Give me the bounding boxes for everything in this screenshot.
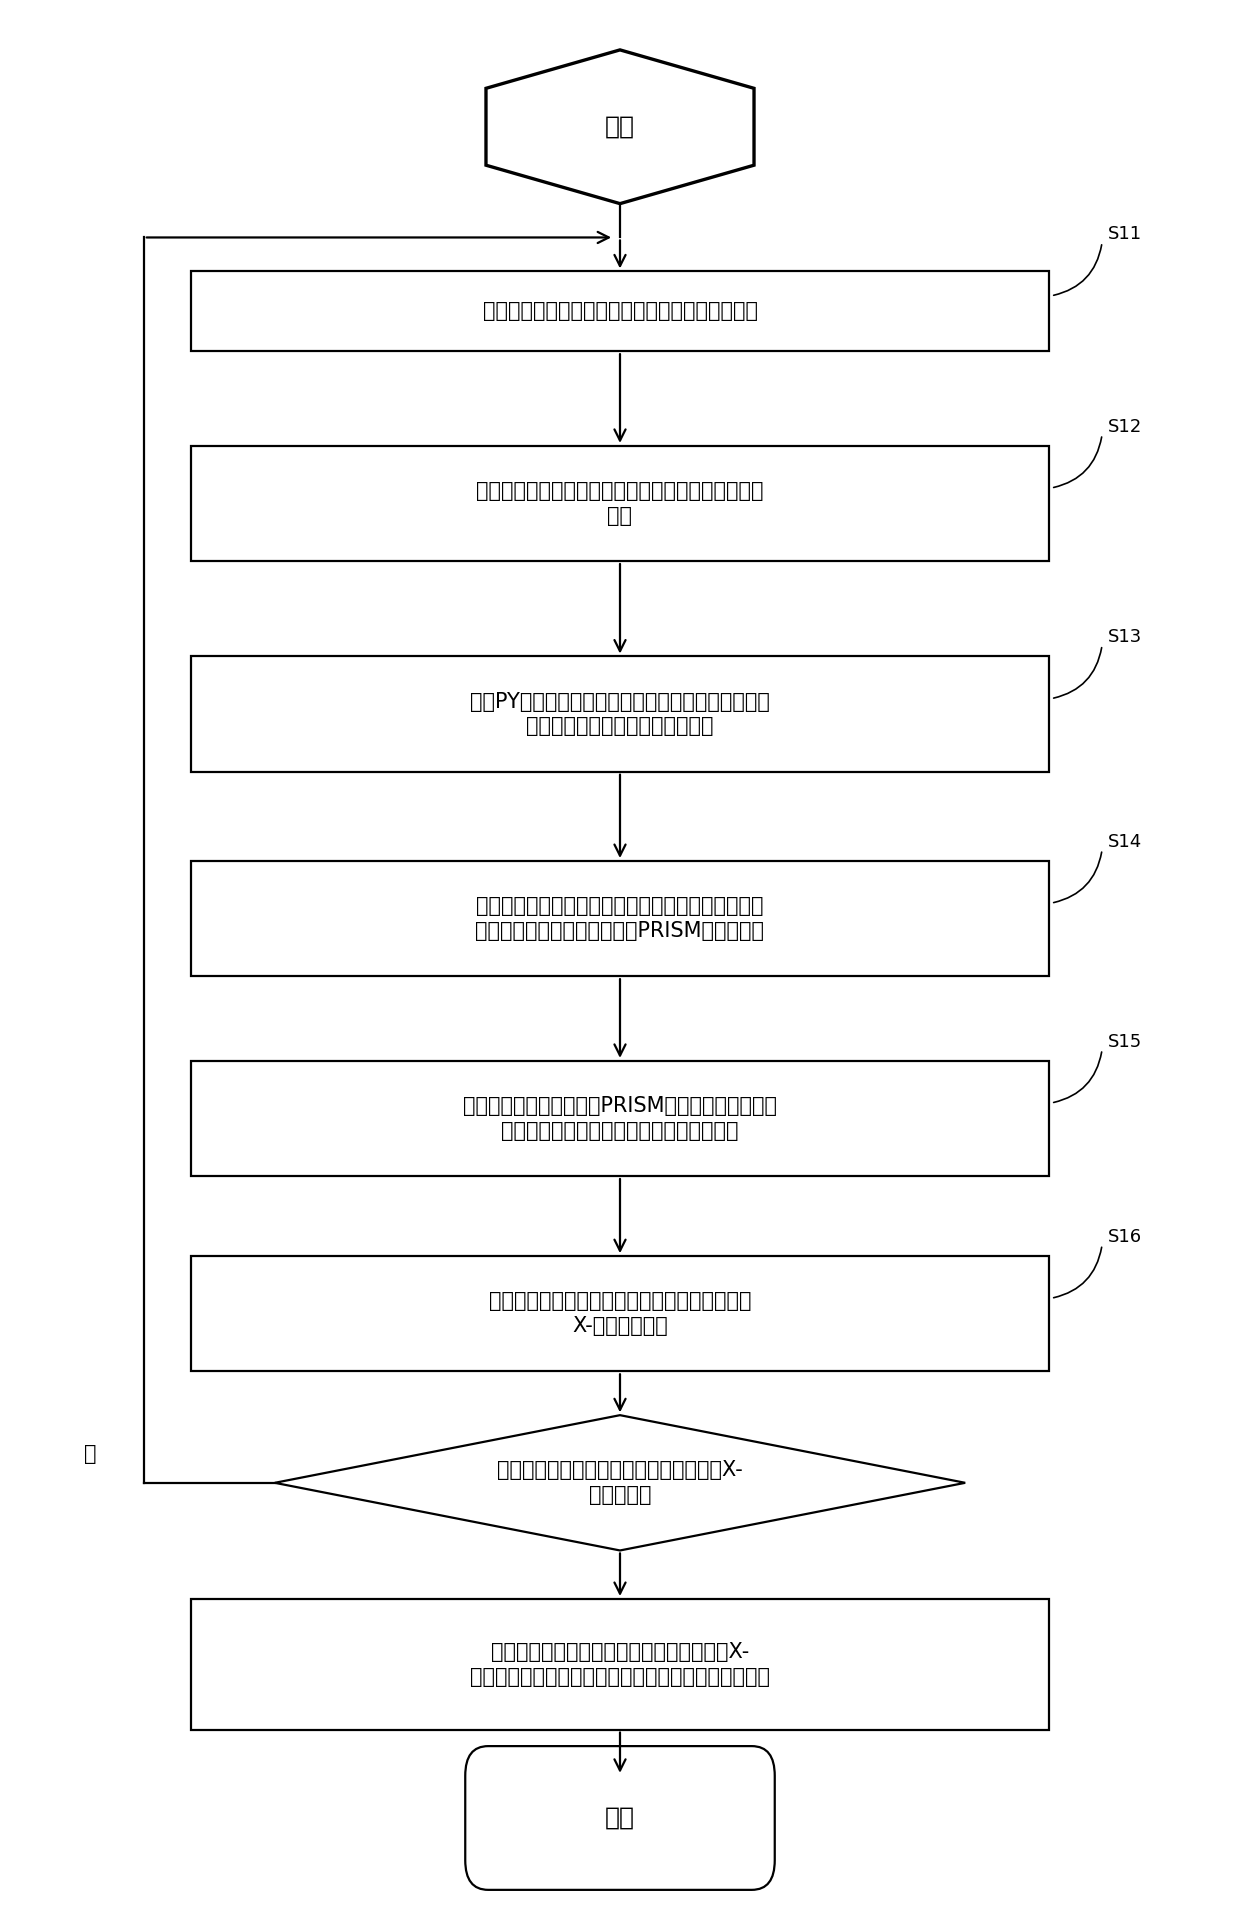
Text: S14: S14 bbox=[1109, 833, 1142, 850]
Text: 根据所述多个不同预设温度一一对应的所述X-
光散射强度，判断所述目标表面活性剂的结构稳定性。: 根据所述多个不同预设温度一一对应的所述X- 光散射强度，判断所述目标表面活性剂的… bbox=[470, 1642, 770, 1686]
Bar bbox=[191, 272, 1049, 352]
Text: 建立包含所述目标表面活性剂的直接相关函数、总相
关函数以及分子内相关函数的PRISM积分方程；: 建立包含所述目标表面活性剂的直接相关函数、总相 关函数以及分子内相关函数的PRI… bbox=[475, 896, 765, 942]
Text: S11: S11 bbox=[1109, 226, 1142, 243]
Text: S13: S13 bbox=[1109, 628, 1142, 647]
Text: S16: S16 bbox=[1109, 1227, 1142, 1246]
Text: S15: S15 bbox=[1109, 1032, 1142, 1051]
Text: 计算得到所述目标表面活性剂的分子内相关函数的表
达式: 计算得到所述目标表面活性剂的分子内相关函数的表 达式 bbox=[476, 480, 764, 526]
Text: 获得与所述多个不同预设温度一一对应的X-
光散射强度: 获得与所述多个不同预设温度一一对应的X- 光散射强度 bbox=[497, 1460, 743, 1504]
Bar bbox=[191, 1256, 1049, 1370]
Text: 开始: 开始 bbox=[605, 115, 635, 138]
Bar bbox=[191, 861, 1049, 976]
Text: 获取目标表面活性剂分子构型、分子量和预设温度: 获取目标表面活性剂分子构型、分子量和预设温度 bbox=[482, 300, 758, 322]
FancyBboxPatch shape bbox=[465, 1746, 775, 1889]
Bar bbox=[191, 1598, 1049, 1730]
Polygon shape bbox=[275, 1414, 965, 1550]
Text: 结束: 结束 bbox=[605, 1807, 635, 1830]
Text: 采用PY近似，建立包含所述目标表面活性剂的直接相
关函数和总相关函数的闭合方程；: 采用PY近似，建立包含所述目标表面活性剂的直接相 关函数和总相关函数的闭合方程； bbox=[470, 691, 770, 737]
Polygon shape bbox=[486, 50, 754, 203]
Text: 否: 否 bbox=[84, 1445, 97, 1464]
Bar bbox=[191, 1060, 1049, 1175]
Text: 计算所述闭合方程和所述PRISM积分方程，得到直接
相关函数的表达式和总相关函数的表达式；: 计算所述闭合方程和所述PRISM积分方程，得到直接 相关函数的表达式和总相关函数… bbox=[463, 1097, 777, 1141]
Text: S12: S12 bbox=[1109, 417, 1142, 436]
Bar bbox=[191, 446, 1049, 561]
Bar bbox=[191, 657, 1049, 771]
Text: 计算得到所述预设温度对应的目标表面活性剂的
X-光散射强度；: 计算得到所述预设温度对应的目标表面活性剂的 X-光散射强度； bbox=[489, 1292, 751, 1336]
